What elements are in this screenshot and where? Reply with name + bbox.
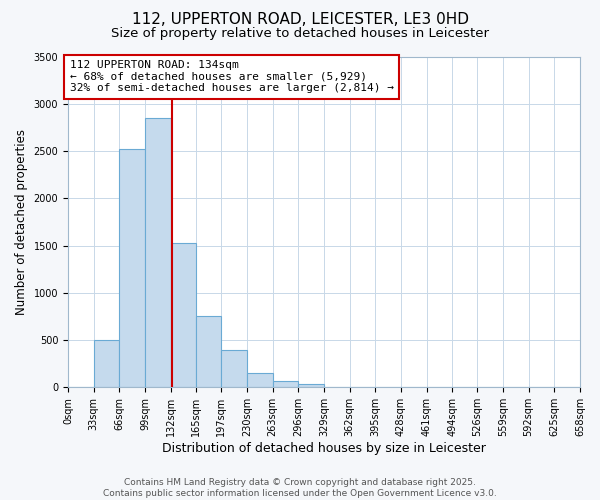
Bar <box>298 384 324 388</box>
Bar <box>94 340 119 388</box>
Text: 112, UPPERTON ROAD, LEICESTER, LE3 0HD: 112, UPPERTON ROAD, LEICESTER, LE3 0HD <box>131 12 469 28</box>
Y-axis label: Number of detached properties: Number of detached properties <box>15 129 28 315</box>
Bar <box>119 149 145 388</box>
Text: Size of property relative to detached houses in Leicester: Size of property relative to detached ho… <box>111 28 489 40</box>
Bar <box>221 350 247 388</box>
Bar <box>196 316 221 388</box>
Bar <box>171 242 196 388</box>
Bar <box>272 381 298 388</box>
Text: 112 UPPERTON ROAD: 134sqm
← 68% of detached houses are smaller (5,929)
32% of se: 112 UPPERTON ROAD: 134sqm ← 68% of detac… <box>70 60 394 94</box>
X-axis label: Distribution of detached houses by size in Leicester: Distribution of detached houses by size … <box>162 442 486 455</box>
Bar <box>247 372 272 388</box>
Bar <box>145 118 171 388</box>
Text: Contains HM Land Registry data © Crown copyright and database right 2025.
Contai: Contains HM Land Registry data © Crown c… <box>103 478 497 498</box>
